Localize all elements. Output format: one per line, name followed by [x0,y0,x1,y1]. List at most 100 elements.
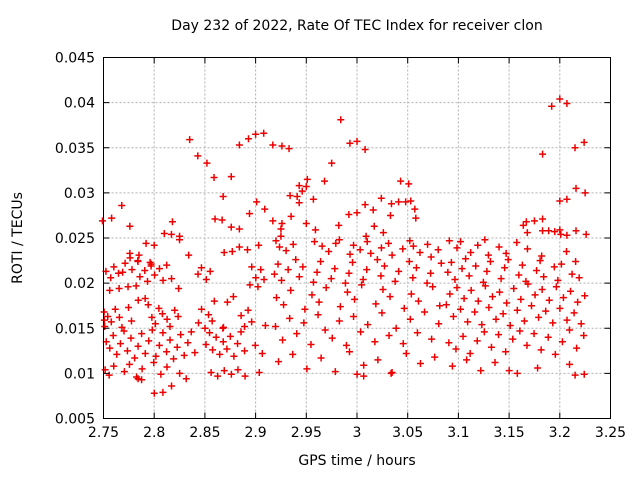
data-point-marker [492,315,500,323]
data-point-marker [134,342,142,350]
data-point-marker [134,296,142,304]
data-point-marker [269,141,277,149]
x-tick-label: 2.75 [88,425,119,441]
data-point-marker [132,282,140,290]
data-point-marker [157,370,165,378]
data-point-marker [350,313,358,321]
data-point-marker [345,348,353,356]
data-point-marker [549,319,557,327]
data-point-marker [271,322,279,330]
data-point-marker [458,265,466,273]
data-point-marker [540,273,548,281]
x-tick-label: 3.1 [447,425,469,441]
data-point-marker [105,371,113,379]
data-point-marker [523,341,531,349]
data-point-marker [413,329,421,337]
data-point-marker [488,293,496,301]
data-point-marker [309,278,317,286]
data-point-marker [451,276,459,284]
data-point-marker [246,281,254,289]
data-point-marker [538,252,546,260]
data-point-marker [201,324,209,332]
data-point-marker [128,266,136,274]
data-point-marker [246,210,254,218]
data-point-marker [299,263,307,271]
data-point-marker [513,369,521,377]
data-point-marker [145,337,153,345]
data-point-marker [414,297,422,305]
data-point-marker [386,293,394,301]
data-point-marker [260,129,268,137]
data-point-marker [218,216,226,224]
data-point-marker [194,270,202,278]
data-point-marker [399,340,407,348]
data-point-marker [227,173,235,181]
data-point-marker [159,388,167,396]
data-point-marker [241,322,249,330]
data-point-marker [113,350,121,358]
data-point-marker [303,175,311,183]
data-point-marker [104,313,112,321]
data-point-marker [416,359,424,367]
data-point-marker [513,306,521,314]
data-point-marker [219,323,227,331]
data-point-marker [272,237,280,245]
data-point-marker [407,197,415,205]
data-point-marker [235,225,243,233]
data-point-marker [551,350,559,358]
data-point-marker [523,245,531,253]
data-point-marker [276,243,284,251]
data-point-marker [467,286,475,294]
data-point-marker [388,251,396,259]
data-point-marker [230,352,238,360]
data-point-marker [228,248,236,256]
data-point-marker [556,95,564,103]
data-point-marker [234,366,242,374]
data-point-marker [106,286,114,294]
data-point-marker [342,341,350,349]
data-point-marker [121,259,129,267]
data-point-marker [427,269,435,277]
data-point-marker [463,356,471,364]
data-point-marker [182,375,190,383]
data-point-marker [207,368,215,376]
data-point-marker [369,206,377,214]
data-point-marker [397,177,405,185]
data-point-marker [395,267,403,275]
data-point-marker [187,328,195,336]
data-point-marker [346,250,354,258]
data-point-marker [412,214,420,222]
x-tick-label: 3.25 [595,425,626,441]
data-point-marker [577,320,585,328]
data-point-marker [449,313,457,321]
data-point-marker [223,298,231,306]
data-point-marker [405,257,413,265]
data-point-marker [277,225,285,233]
data-point-marker [462,255,470,263]
data-point-marker [331,368,339,376]
data-point-marker [147,262,155,270]
data-point-marker [155,265,163,273]
data-point-marker [206,329,214,337]
data-point-marker [272,294,280,302]
data-point-marker [556,197,564,205]
data-point-marker [509,335,517,343]
data-point-marker [520,317,528,325]
data-point-marker [374,356,382,364]
axes [103,57,611,419]
data-point-marker [524,280,532,288]
data-point-marker [241,372,249,380]
data-point-marker [327,275,335,283]
data-point-marker [402,198,410,206]
data-point-marker [163,261,171,269]
data-point-marker [151,320,159,328]
data-point-marker [558,338,566,346]
data-point-marker [405,180,413,188]
data-point-marker [336,303,344,311]
data-point-marker [314,311,322,319]
data-point-marker [125,303,133,311]
data-point-marker [212,333,220,341]
data-point-marker [322,284,330,292]
data-point-marker [303,365,311,373]
data-point-marker [435,320,443,328]
